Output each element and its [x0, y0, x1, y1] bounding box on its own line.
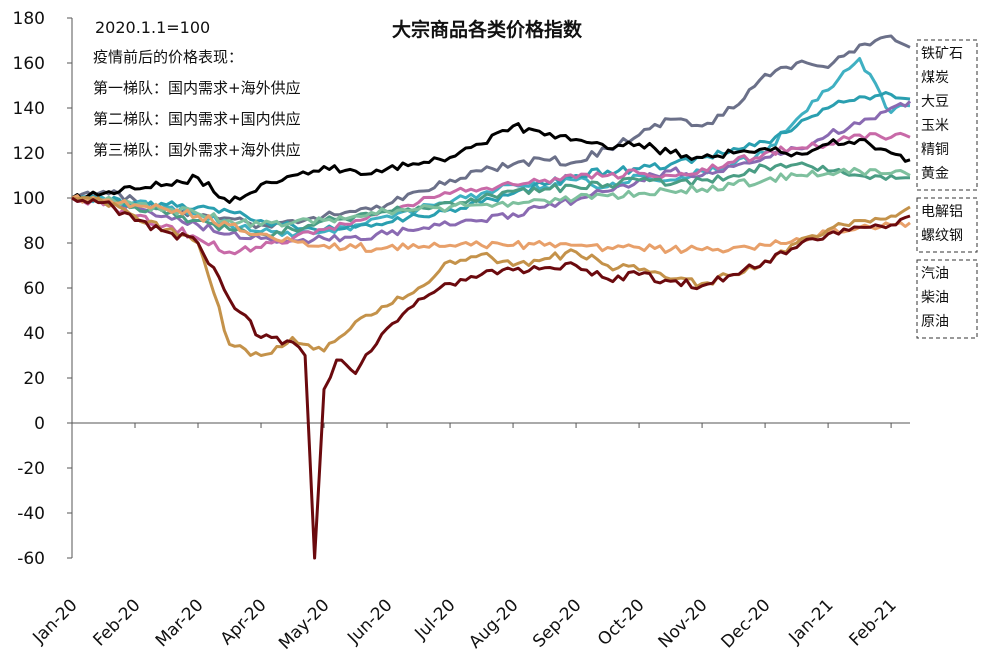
y-tick-label: -60 [17, 549, 45, 569]
x-tick-label: Feb-21 [846, 595, 901, 650]
legend-group-box [916, 197, 978, 253]
y-tick-label: -40 [17, 504, 45, 524]
legend-group-box [916, 39, 978, 191]
y-tick-label: 40 [23, 324, 45, 344]
annotation-line: 疫情前后的价格表现： [93, 48, 243, 66]
y-tick-label: -20 [17, 459, 45, 479]
legend-entry: 原油 [921, 314, 949, 330]
legend-entry: 螺纹钢 [921, 228, 963, 244]
annotation-line: 第一梯队：国内需求+海外供应 [93, 79, 301, 97]
annotation-line: 第二梯队：国内需求+国内供应 [93, 110, 301, 128]
y-tick-label: 80 [23, 234, 45, 254]
base-note: 2020.1.1=100 [95, 18, 210, 37]
annotation-line: 第三梯队：国外需求+海外供应 [93, 141, 301, 159]
legend-entry: 柴油 [921, 290, 949, 306]
legend-entry: 汽油 [921, 266, 949, 282]
x-tick-label: Sep-20 [529, 595, 585, 651]
x-tick-label: Dec-20 [718, 595, 775, 652]
x-tick-label: Feb-20 [89, 595, 144, 650]
legend-group-box [916, 259, 978, 339]
series-line-2 [71, 57, 911, 238]
series-line-4 [71, 91, 911, 232]
legend-entry: 大豆 [921, 94, 949, 110]
y-tick-label: 160 [13, 54, 45, 74]
y-tick-label: 120 [13, 144, 45, 164]
series-line-11 [71, 196, 911, 560]
legend-entry: 精铜 [921, 142, 949, 158]
annotation-layer: 疫情前后的价格表现： 第一梯队：国内需求+海外供应第二梯队：国内需求+国内供应第三… [93, 48, 301, 159]
series-line-7 [71, 161, 910, 238]
series-line-3 [71, 100, 912, 245]
legend-entry: 黄金 [921, 165, 949, 182]
series-line-8 [71, 166, 911, 229]
y-tick-label: 100 [13, 189, 45, 209]
chart-title: 大宗商品各类价格指数 [392, 18, 583, 41]
y-tick-label: 20 [23, 369, 45, 389]
x-tick-label: Mar-20 [152, 595, 208, 651]
legend-entry: 电解铝 [921, 204, 963, 220]
y-tick-label: 140 [13, 99, 45, 119]
x-tick-label: Oct-20 [594, 595, 649, 650]
x-tick-label: May-20 [275, 595, 333, 653]
y-tick-label: 180 [13, 9, 45, 29]
legend-entry: 铁矿石 [921, 46, 963, 62]
series-line-9 [71, 194, 911, 254]
series-line-5 [71, 131, 911, 256]
x-tick-label: Jun-20 [343, 595, 396, 648]
legend-entry: 玉米 [921, 118, 949, 134]
y-tick-label: 60 [23, 279, 45, 299]
x-tick-label: Jul-20 [411, 595, 460, 644]
x-tick-label: Nov-20 [655, 595, 712, 652]
x-tick-label: Aug-20 [465, 595, 522, 652]
series-line-6 [71, 122, 911, 204]
y-tick-label: 0 [34, 414, 45, 434]
x-tick-label: Apr-20 [217, 595, 271, 649]
x-tick-label: Jan-20 [29, 595, 82, 648]
x-tick-label: Jan-21 [785, 595, 838, 648]
legend-entry: 煤炭 [921, 70, 949, 86]
series-layer [71, 34, 912, 560]
